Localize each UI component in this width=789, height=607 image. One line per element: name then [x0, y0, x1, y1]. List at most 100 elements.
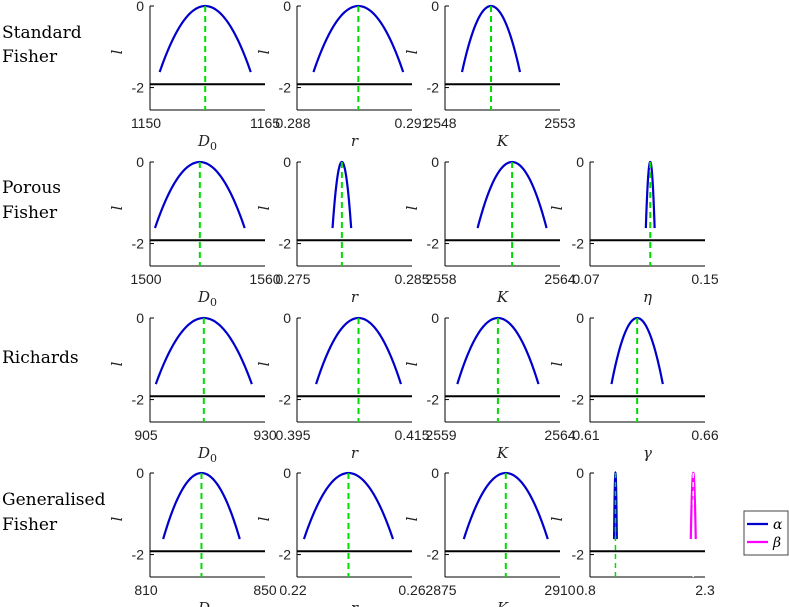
x-axis-label: K — [496, 132, 509, 150]
row-label: Standard — [2, 23, 82, 43]
x-tick-label: 0.22 — [279, 582, 306, 598]
x-axis-label: K — [496, 599, 509, 607]
y-tick-label: -2 — [132, 80, 145, 96]
x-tick-label: 2553 — [544, 115, 575, 131]
x-axis-label: r — [351, 599, 359, 607]
y-tick-label: 0 — [283, 154, 291, 170]
panel-2-3: 0 -2 l 2558 2564 K — [403, 154, 576, 306]
y-tick-label: 0 — [136, 310, 144, 326]
y-axis-label: l — [403, 205, 421, 210]
x-axis-label-subscript: 0 — [210, 140, 217, 153]
x-tick-label: 2875 — [425, 582, 456, 598]
x-tick-label: 0.285 — [394, 271, 429, 287]
x-axis-label: D0 — [197, 132, 217, 153]
y-axis-label: l — [108, 516, 126, 521]
x-axis-label: D0 — [197, 444, 217, 465]
y-tick-label: 0 — [136, 465, 144, 481]
y-tick-label: 0 — [431, 310, 439, 326]
x-tick-label: 0.288 — [275, 115, 310, 131]
row-label: Porous — [2, 178, 61, 198]
panel-4-1: 0 -2 l 810 850 D0 — [108, 465, 277, 607]
x-axis-label: K — [496, 444, 509, 462]
y-tick-label: 0 — [576, 310, 584, 326]
y-axis-label: l — [108, 361, 126, 366]
y-tick-label: -2 — [132, 547, 145, 563]
x-tick-label: 2564 — [544, 271, 575, 287]
y-tick-label: -2 — [572, 392, 585, 408]
x-axis-label: r — [351, 132, 359, 150]
y-tick-label: 0 — [576, 154, 584, 170]
x-tick-label: 1165 — [250, 115, 280, 131]
x-axis-label: D0 — [197, 599, 217, 607]
y-tick-label: -2 — [279, 392, 292, 408]
panel-3-2: 0 -2 l 0.395 0.415 r — [255, 310, 430, 462]
x-tick-label: 0.61 — [572, 427, 599, 443]
y-tick-label: -2 — [279, 547, 292, 563]
x-tick-label: 2558 — [425, 271, 456, 287]
row-label: Fisher — [2, 47, 58, 67]
panel-3-1: 0 -2 l 905 930 D0 — [108, 310, 277, 465]
legend: αβ — [743, 510, 789, 556]
y-tick-label: -2 — [279, 236, 292, 252]
panel-4-4: 0 -2 l 0.8 2.3 — [548, 465, 715, 598]
x-tick-label: 2.3 — [695, 582, 715, 598]
x-axis-label: D0 — [197, 288, 217, 309]
x-axis-label-subscript: 0 — [210, 452, 217, 465]
x-tick-label: 810 — [134, 582, 158, 598]
x-tick-label: 1560 — [249, 271, 280, 287]
x-axis-label: η — [643, 288, 652, 306]
row-label: Fisher — [2, 203, 58, 223]
x-tick-label: 0.15 — [691, 271, 718, 287]
panel-1-2: 0 -2 l 0.288 0.291 r — [255, 0, 430, 150]
x-axis-label: r — [351, 288, 359, 306]
legend-label: β — [772, 535, 781, 551]
y-tick-label: 0 — [576, 465, 584, 481]
x-tick-label: 0.26 — [398, 582, 425, 598]
y-axis-label: l — [403, 49, 421, 54]
y-tick-label: 0 — [283, 310, 291, 326]
y-axis-label: l — [255, 361, 273, 366]
y-tick-label: -2 — [427, 547, 440, 563]
x-tick-label: 2548 — [425, 115, 456, 131]
row-label: Richards — [2, 348, 79, 368]
x-tick-label: 1150 — [131, 115, 161, 131]
panel-2-1: 0 -2 l 1500 1560 D0 — [108, 154, 281, 309]
panel-2-4: 0 -2 l 0.07 0.15 η — [548, 154, 719, 306]
x-tick-label: 2559 — [425, 427, 456, 443]
y-axis-label: l — [255, 516, 273, 521]
y-axis-label: l — [255, 49, 273, 54]
y-tick-label: 0 — [136, 154, 144, 170]
y-axis-label: l — [548, 516, 566, 521]
y-tick-label: -2 — [132, 392, 145, 408]
y-axis-label: l — [548, 205, 566, 210]
x-tick-label: 0.275 — [275, 271, 310, 287]
y-axis-label: l — [108, 205, 126, 210]
y-tick-label: -2 — [572, 547, 585, 563]
x-tick-label: 905 — [134, 427, 158, 443]
x-tick-label: 930 — [253, 427, 277, 443]
x-axis-label: γ — [643, 444, 652, 462]
y-tick-label: 0 — [283, 0, 291, 14]
panel-2-2: 0 -2 l 0.275 0.285 r — [255, 154, 430, 306]
y-tick-label: -2 — [132, 236, 145, 252]
x-axis-label-subscript: 0 — [210, 296, 217, 309]
y-tick-label: -2 — [427, 236, 440, 252]
panel-3-4: 0 -2 l 0.61 0.66 γ — [548, 310, 719, 462]
y-tick-label: -2 — [427, 80, 440, 96]
y-tick-label: -2 — [279, 80, 292, 96]
y-axis-label: l — [403, 361, 421, 366]
panel-4-2: 0 -2 l 0.22 0.26 r — [255, 465, 426, 607]
y-tick-label: 0 — [431, 465, 439, 481]
y-tick-label: -2 — [427, 392, 440, 408]
x-tick-label: 0.395 — [275, 427, 310, 443]
y-tick-label: -2 — [572, 236, 585, 252]
y-tick-label: 0 — [431, 154, 439, 170]
panel-1-1: 0 -2 l 1150 1165 D0 — [108, 0, 280, 153]
row-label: Generalised — [2, 490, 106, 510]
panel-4-3: 0 -2 l 2875 2910 K — [403, 465, 576, 607]
row-label: Fisher — [2, 515, 58, 535]
